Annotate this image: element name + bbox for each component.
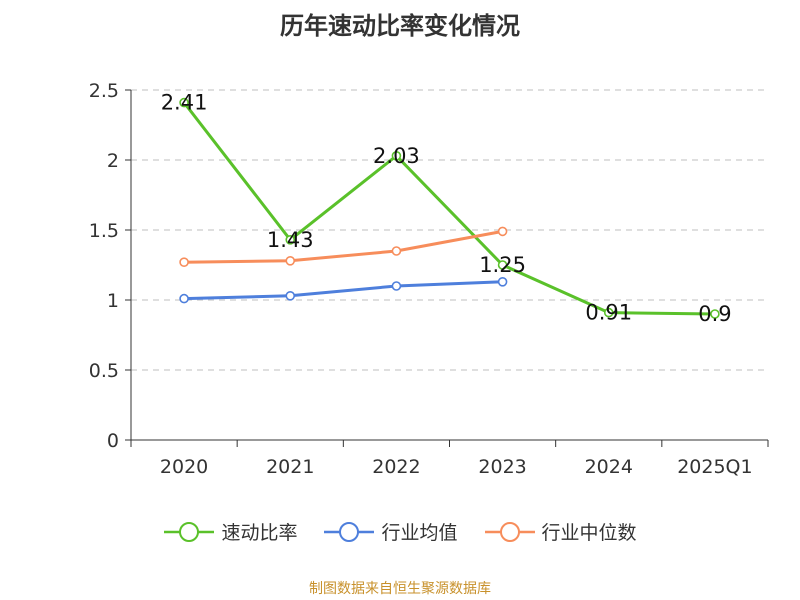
- y-tick-label: 0: [107, 430, 119, 452]
- legend-item[interactable]: 行业中位数: [484, 518, 637, 545]
- data-point: [285, 235, 296, 245]
- data-label: 1.43: [267, 228, 314, 252]
- legend-line-icon: [324, 521, 375, 542]
- y-tick-label: 0.5: [89, 360, 119, 382]
- data-point: [391, 246, 402, 256]
- data-point: [497, 276, 508, 287]
- data-label: 2.03: [373, 144, 420, 168]
- x-tick-label: 2024: [585, 456, 633, 478]
- x-tick-label: 2025Q1: [677, 456, 752, 478]
- data-point: [285, 255, 296, 266]
- data-point: [179, 293, 189, 304]
- data-point: [497, 260, 508, 270]
- legend-line-icon: [484, 521, 535, 542]
- x-tick-label: 2022: [372, 456, 420, 478]
- legend-label: 行业均值: [381, 522, 458, 544]
- y-tick-label: 1: [107, 290, 119, 312]
- legend-label: 行业中位数: [541, 522, 637, 544]
- legend-item[interactable]: 速动比率: [163, 518, 297, 545]
- x-tick-label: 2020: [160, 456, 208, 478]
- data-point: [603, 307, 614, 318]
- data-label: 0.9: [698, 302, 731, 326]
- data-point: [179, 257, 189, 268]
- x-tick-label: 2023: [478, 456, 526, 478]
- source-note: 制图数据来自恒生聚源数据库: [309, 581, 491, 597]
- y-tick-label: 2.5: [89, 80, 119, 102]
- data-label: 1.25: [479, 253, 526, 277]
- y-tick-label: 1.5: [89, 220, 119, 242]
- legend-label: 速动比率: [221, 522, 298, 544]
- data-label: 0.91: [585, 301, 632, 325]
- data-point: [497, 226, 508, 237]
- x-tick-label: 2021: [266, 456, 314, 478]
- series-line: [184, 280, 503, 301]
- data-point: [285, 290, 296, 301]
- data-point: [179, 97, 189, 108]
- data-point: [391, 151, 402, 161]
- series-line: [184, 229, 503, 264]
- axes: 0 0.5 1 1.5 2 2.5 2020 2021 2022 2023 2024 2025Q1: [89, 80, 769, 478]
- data-label: 2.41: [161, 91, 208, 115]
- y-tick-label: 2: [107, 150, 119, 172]
- grid-lines: [131, 89, 768, 371]
- chart-title: 历年速动比率变化情况: [280, 12, 520, 40]
- series-line: [182, 101, 715, 316]
- chart-legend: 速动比率 行业均值 行业中位数: [0, 518, 800, 545]
- legend-item[interactable]: 行业均值: [323, 518, 458, 545]
- data-labels: 2.41 1.43 2.03 1.25 0.91 0.9: [161, 91, 732, 326]
- data-point: [391, 281, 402, 291]
- series-lines: [179, 97, 720, 319]
- data-point: [710, 309, 720, 319]
- legend-line-icon: [164, 521, 215, 542]
